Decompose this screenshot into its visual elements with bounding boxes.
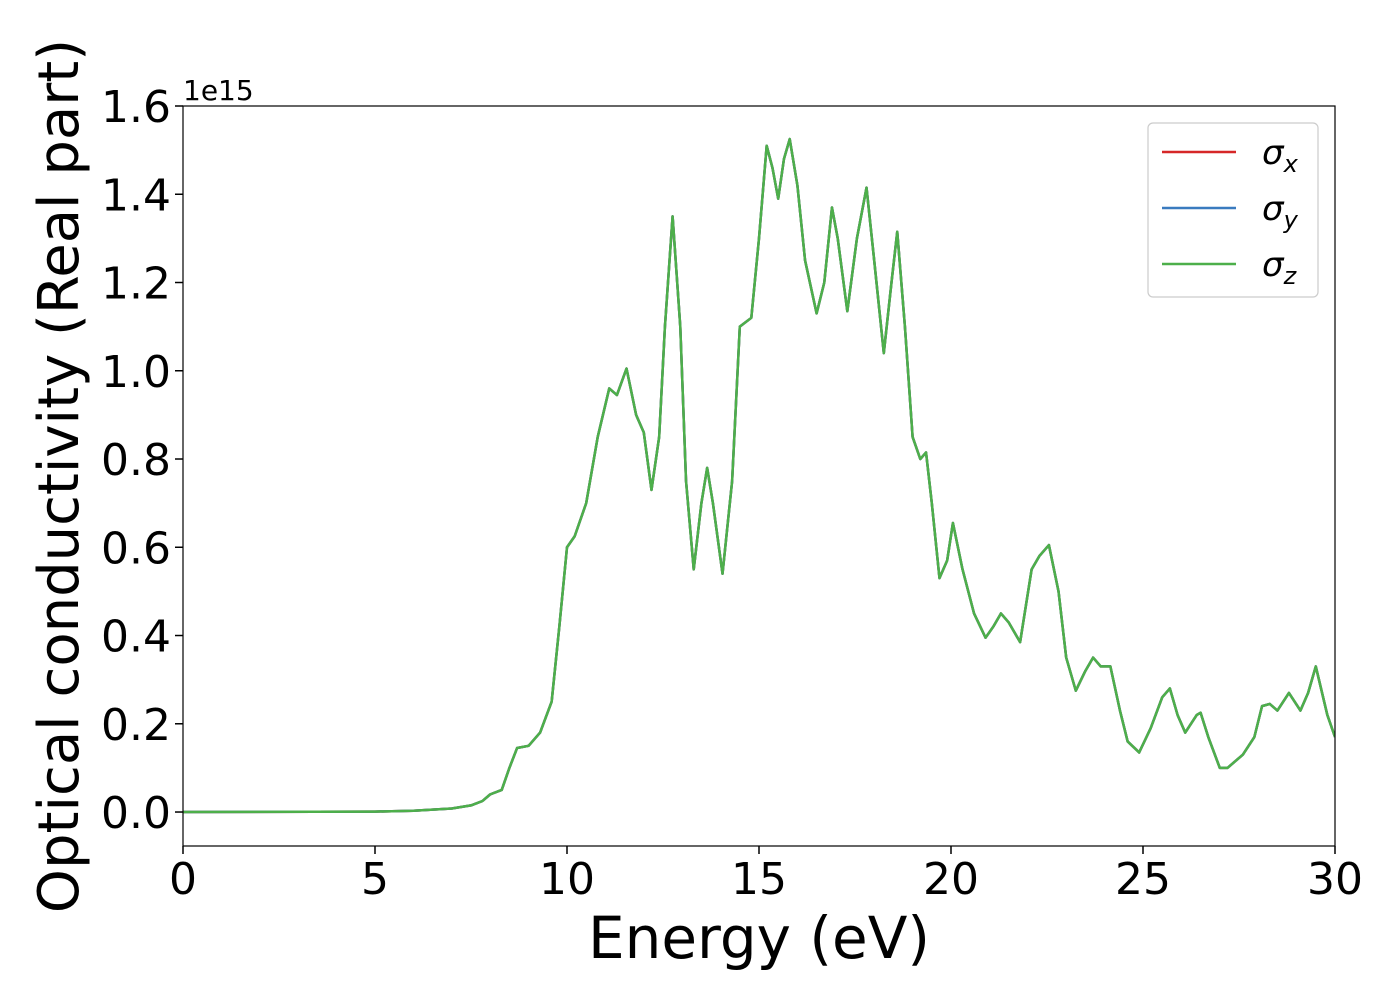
y-tick-label: 0.6 [101, 523, 171, 574]
x-axis-label: Energy (eV) [588, 904, 930, 972]
y-tick-label: 0.4 [101, 612, 171, 663]
x-tick-label: 20 [923, 854, 979, 905]
legend-box [1147, 122, 1319, 298]
plot-frame [182, 105, 1336, 847]
x-tick-label: 15 [731, 854, 787, 905]
y-tick-label: 1.6 [101, 82, 171, 133]
offset-text: 1e15 [183, 74, 254, 107]
y-tick-label: 1.0 [101, 347, 171, 398]
x-tick-label: 5 [361, 854, 389, 905]
legend-label: σz [1262, 245, 1298, 290]
x-tick-label: 0 [169, 854, 197, 905]
y-tick-label: 1.4 [101, 170, 171, 221]
x-tick-label: 30 [1307, 854, 1363, 905]
x-tick-label: 10 [539, 854, 595, 905]
y-tick-label: 0.2 [101, 700, 171, 751]
y-tick-label: 0.0 [101, 788, 171, 839]
y-axis-label: Optical conductivity (Real part) [27, 39, 92, 913]
y-tick-label: 0.8 [101, 435, 171, 486]
x-tick-label: 25 [1115, 854, 1171, 905]
y-tick-label: 1.2 [101, 259, 171, 310]
legend-label: σy [1262, 189, 1299, 234]
series-line [183, 137, 1335, 814]
legend-label: σx [1262, 133, 1299, 178]
